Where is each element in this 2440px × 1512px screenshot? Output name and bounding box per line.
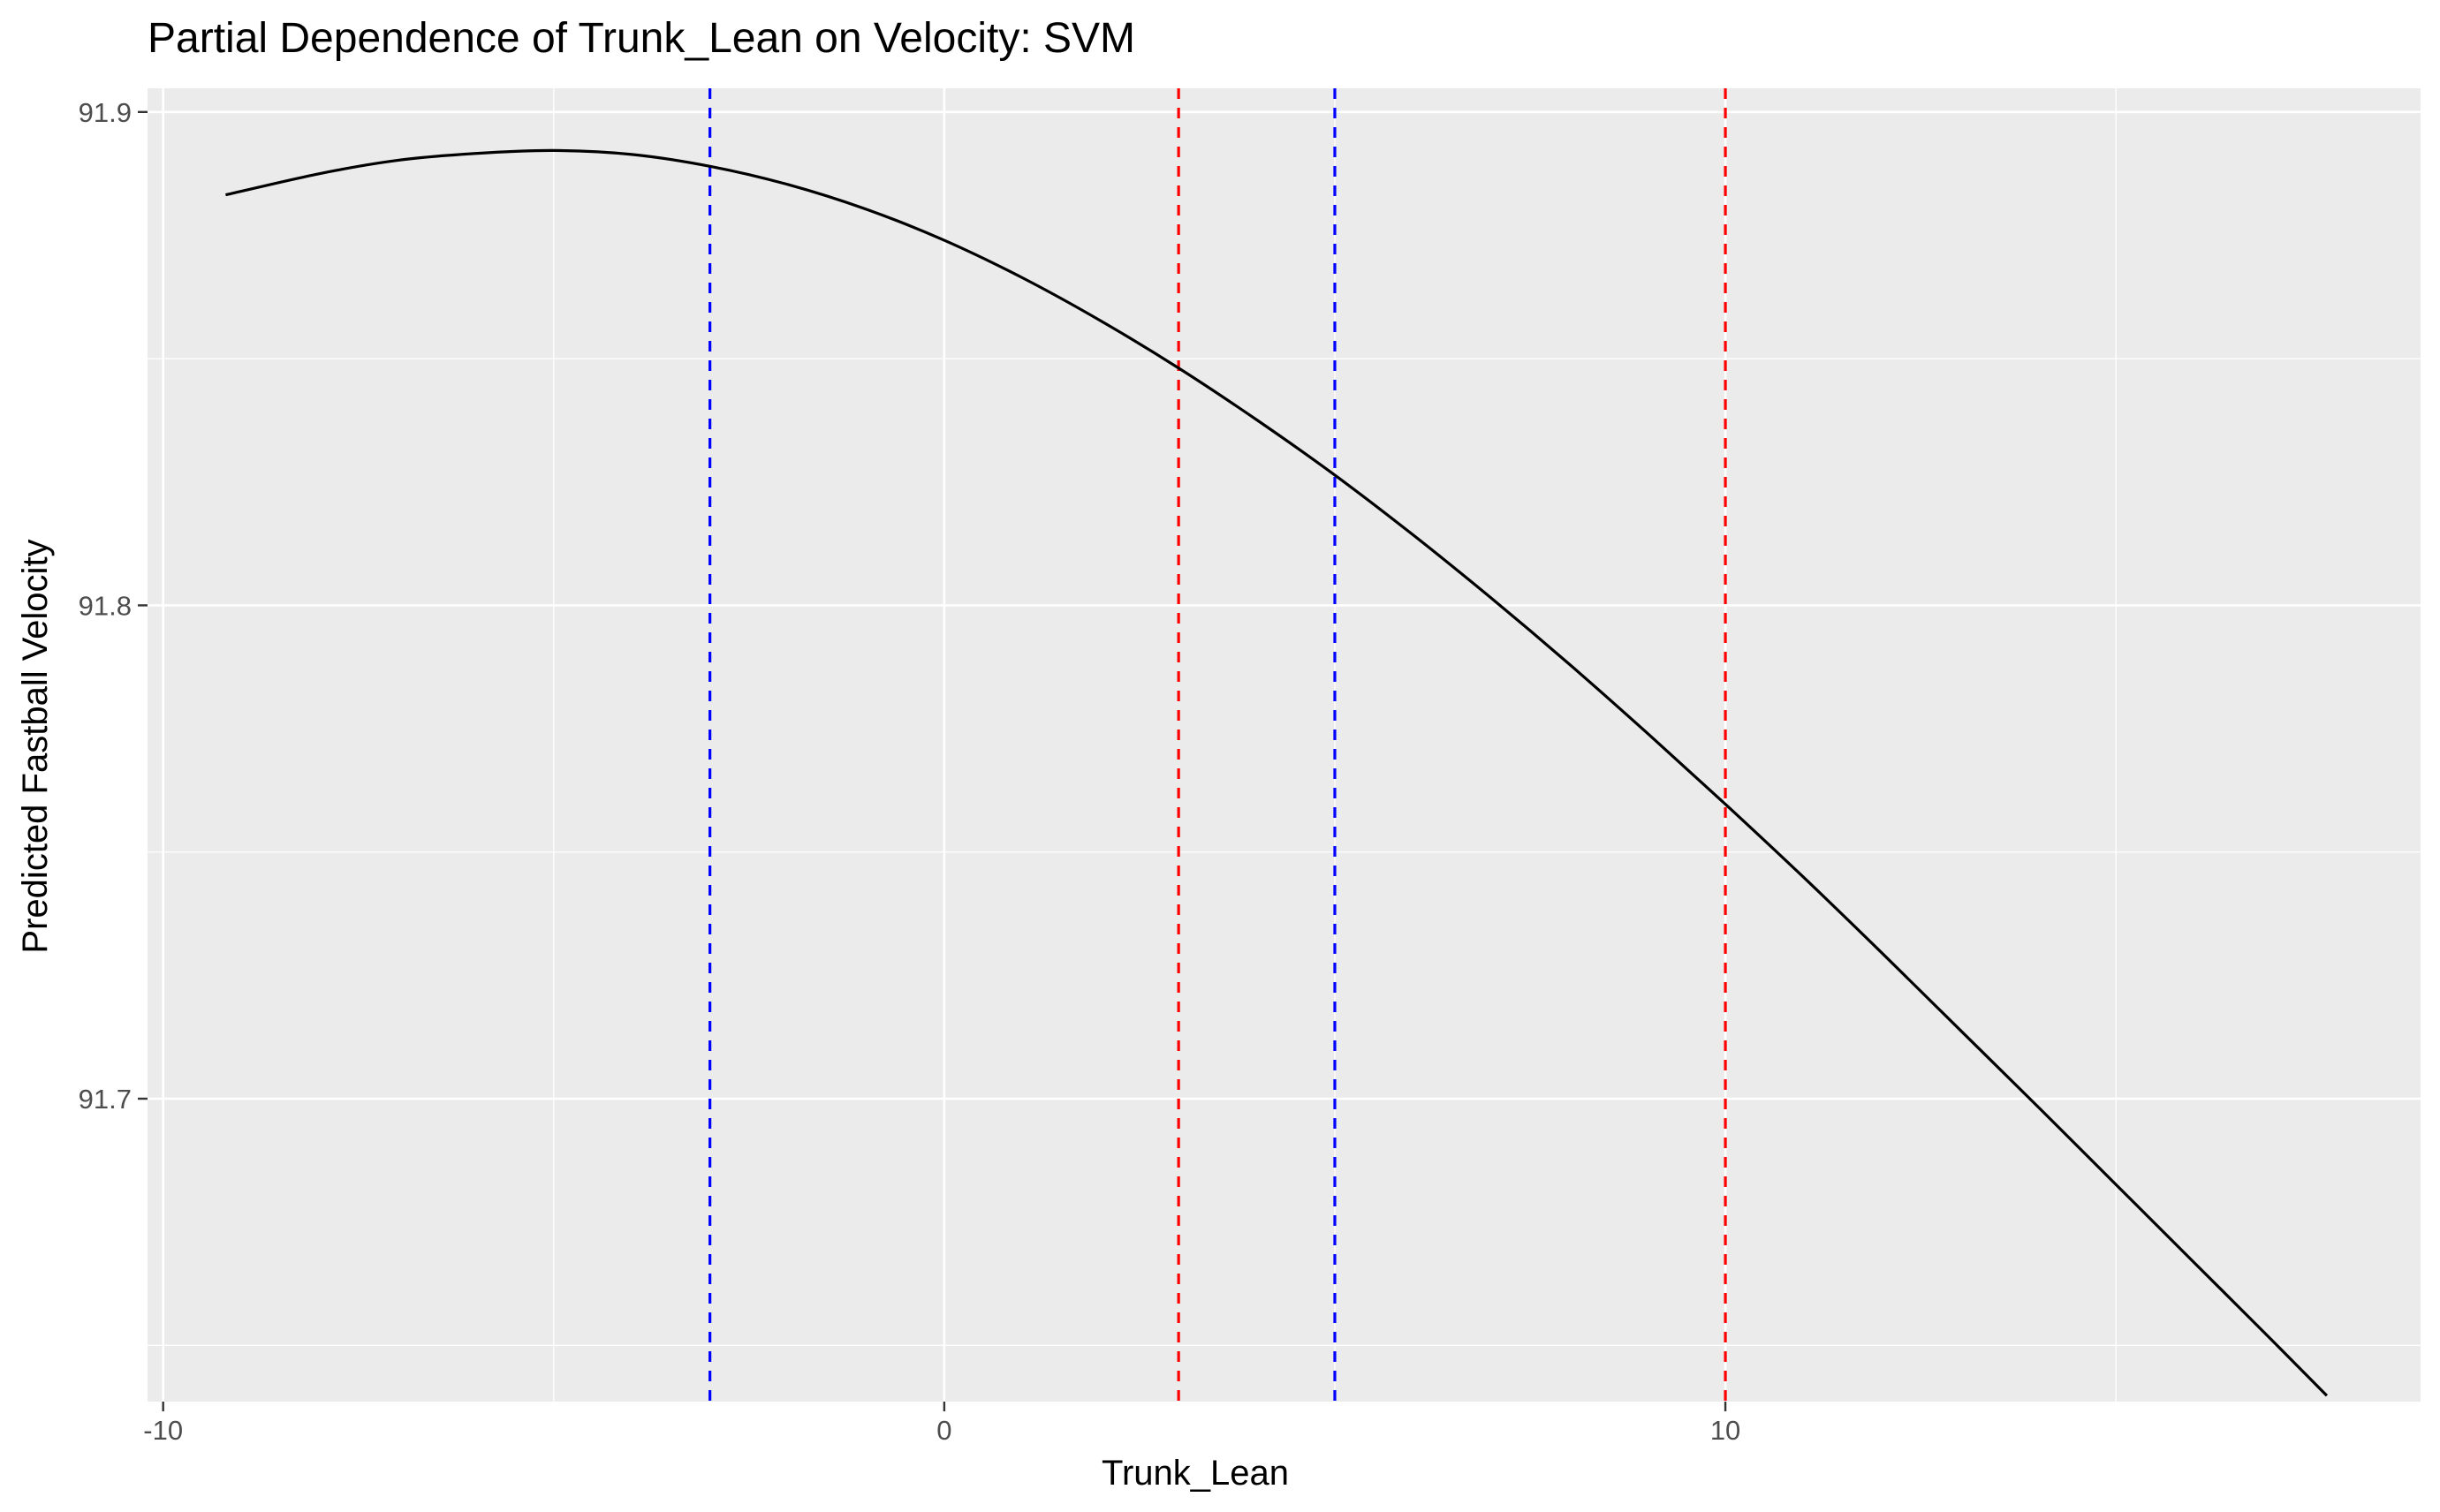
y-tick-label: 91.8 bbox=[79, 590, 132, 621]
x-axis-ticks: -10 0 10 bbox=[143, 1402, 1740, 1446]
y-axis-ticks: 91.7 91.8 91.9 bbox=[79, 97, 148, 1115]
reference-lines bbox=[709, 88, 1727, 1402]
x-tick-label: 10 bbox=[1710, 1415, 1740, 1446]
series-group bbox=[225, 148, 2329, 1397]
y-tick-label: 91.9 bbox=[79, 97, 132, 128]
series-line bbox=[225, 148, 2329, 1397]
x-tick-label: 0 bbox=[936, 1415, 951, 1446]
x-axis-title: Trunk_Lean bbox=[1102, 1454, 1289, 1493]
chart-title: Partial Dependence of Trunk_Lean on Velo… bbox=[148, 15, 1135, 62]
y-axis-title: Predicted Fastball Velocity bbox=[16, 539, 55, 953]
y-tick-label: 91.7 bbox=[79, 1084, 132, 1115]
plot-panel bbox=[148, 88, 2421, 1402]
x-tick-label: -10 bbox=[143, 1415, 183, 1446]
